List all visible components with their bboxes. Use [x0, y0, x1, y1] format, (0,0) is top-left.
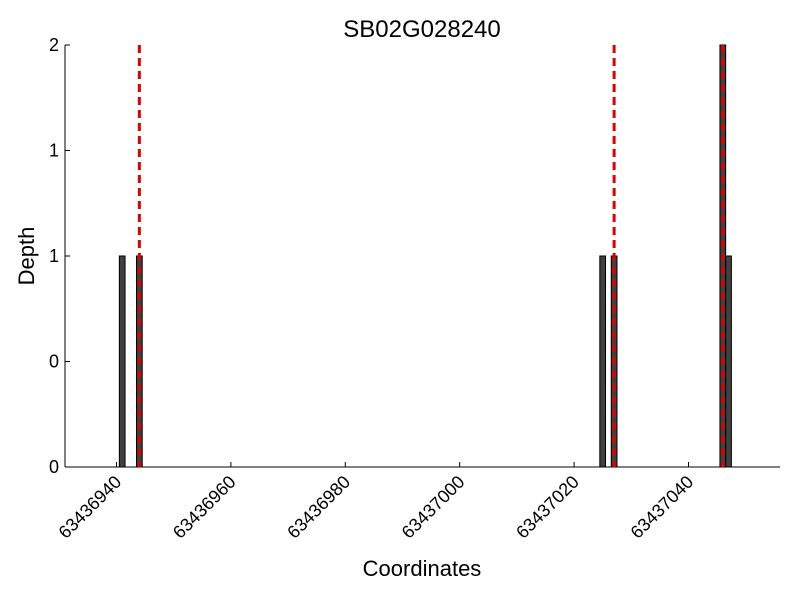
y-tick-label: 0	[49, 457, 59, 477]
bar	[599, 255, 607, 468]
y-tick-label: 0	[49, 352, 59, 372]
y-axis-label: Depth	[14, 227, 39, 286]
x-tick-label: 63436960	[169, 472, 240, 543]
chart-title: SB02G028240	[343, 16, 500, 43]
x-tick-label: 63436940	[55, 472, 126, 543]
bar	[118, 255, 126, 468]
x-tick-label: 63437040	[627, 472, 698, 543]
bar	[725, 255, 732, 468]
y-tick-label: 1	[49, 141, 59, 161]
y-tick-label: 2	[49, 35, 59, 55]
x-tick-label: 63437020	[512, 472, 583, 543]
x-tick-label: 63437000	[398, 472, 469, 543]
x-axis-label: Coordinates	[363, 556, 482, 581]
y-tick-label: 1	[49, 246, 59, 266]
x-tick-label: 63436980	[283, 472, 354, 543]
